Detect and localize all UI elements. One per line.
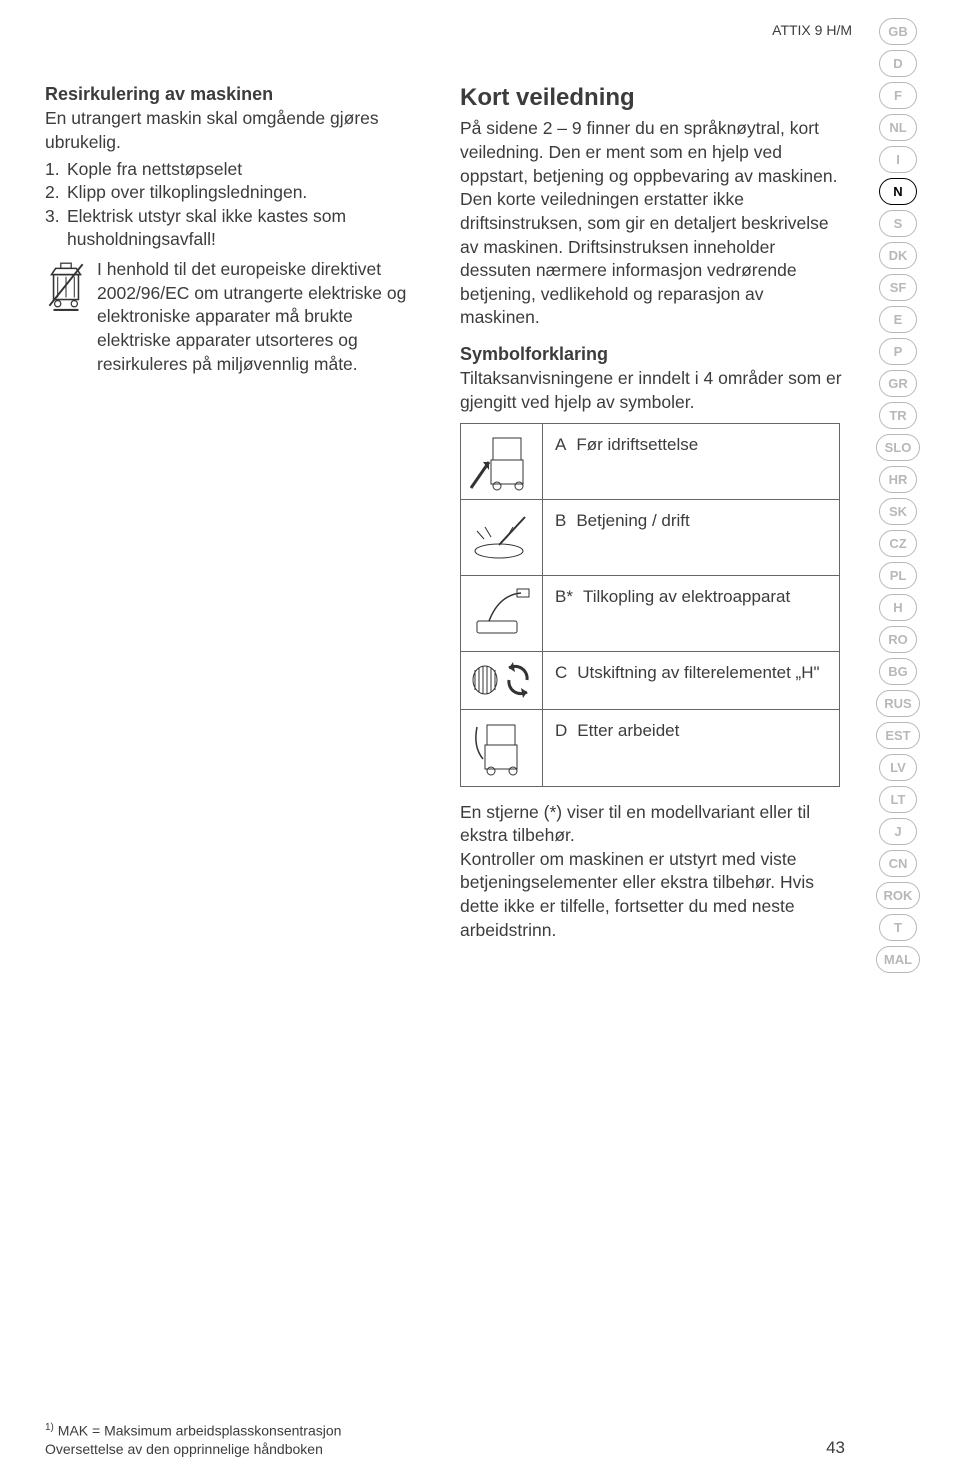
model-label: ATTIX 9 H/M: [772, 22, 852, 38]
lang-bg[interactable]: BG: [879, 658, 917, 685]
lang-t[interactable]: T: [879, 914, 917, 941]
lang-gr[interactable]: GR: [879, 370, 917, 397]
left-column: Resirkulering av maskinen En utrangert m…: [45, 82, 430, 942]
lang-i[interactable]: I: [879, 146, 917, 173]
lang-s[interactable]: S: [879, 210, 917, 237]
lang-mal[interactable]: MAL: [876, 946, 920, 973]
lang-hr[interactable]: HR: [879, 466, 917, 493]
lang-est[interactable]: EST: [876, 722, 920, 749]
table-row: C Utskiftning av filterelementet „H": [461, 652, 839, 710]
list-item: 1.Kople fra nettstøpselet: [45, 158, 430, 182]
symbol-intro: Tiltaksanvisningene er inndelt i 4 områd…: [460, 367, 845, 414]
recycle-steps: 1.Kople fra nettstøpselet 2.Klipp over t…: [45, 158, 430, 253]
lang-j[interactable]: J: [879, 818, 917, 845]
lang-lt[interactable]: LT: [879, 786, 917, 813]
lang-f[interactable]: F: [879, 82, 917, 109]
lang-cn[interactable]: CN: [879, 850, 917, 877]
lang-sk[interactable]: SK: [879, 498, 917, 525]
lang-e[interactable]: E: [879, 306, 917, 333]
symbol-text: D Etter arbeidet: [543, 710, 839, 786]
symbol-title: Symbolforklaring: [460, 342, 845, 366]
symbol-icon-c: [461, 652, 543, 709]
symbol-icon-d: [461, 710, 543, 786]
symbol-icon-b: [461, 500, 543, 575]
guide-title: Kort veiledning: [460, 82, 845, 114]
lang-tr[interactable]: TR: [879, 402, 917, 429]
table-row: B Betjening / drift: [461, 500, 839, 576]
main-content: Resirkulering av maskinen En utrangert m…: [45, 82, 845, 942]
lang-d[interactable]: D: [879, 50, 917, 77]
lang-cz[interactable]: CZ: [879, 530, 917, 557]
table-row: B* Tilkopling av elektroapparat: [461, 576, 839, 652]
recycle-title: Resirkulering av maskinen: [45, 82, 430, 106]
lang-rus[interactable]: RUS: [876, 690, 920, 717]
lang-nl[interactable]: NL: [879, 114, 917, 141]
lang-h[interactable]: H: [879, 594, 917, 621]
lang-lv[interactable]: LV: [879, 754, 917, 781]
guide-p1: På sidene 2 – 9 finner du en språknøytra…: [460, 117, 845, 188]
weee-block: I henhold til det europeiske direktivet …: [45, 258, 430, 376]
symbol-text: A Før idriftsettelse: [543, 424, 839, 499]
page-number: 43: [826, 1438, 845, 1458]
symbol-text: B Betjening / drift: [543, 500, 839, 575]
page-footer: 1) MAK = Maksimum arbeidsplasskonsentras…: [45, 1421, 845, 1458]
symbol-table: A Før idriftsettelse B Betjening: [460, 423, 840, 787]
guide-p2: Den korte veiledningen erstatter ikke dr…: [460, 188, 845, 330]
symbol-text: B* Tilkopling av elektroapparat: [543, 576, 839, 651]
list-item: 2.Klipp over tilkoplingsledningen.: [45, 181, 430, 205]
weee-icon: [45, 258, 87, 312]
footer-notes: 1) MAK = Maksimum arbeidsplasskonsentras…: [45, 1421, 341, 1458]
lang-p[interactable]: P: [879, 338, 917, 365]
weee-text: I henhold til det europeiske direktivet …: [97, 258, 430, 376]
lang-rok[interactable]: ROK: [876, 882, 920, 909]
right-column: Kort veiledning På sidene 2 – 9 finner d…: [460, 82, 845, 942]
table-row: D Etter arbeidet: [461, 710, 839, 786]
lang-gb[interactable]: GB: [879, 18, 917, 45]
lang-dk[interactable]: DK: [879, 242, 917, 269]
symbol-icon-a: [461, 424, 543, 499]
list-item: 3.Elektrisk utstyr skal ikke kastes som …: [45, 205, 430, 252]
symbol-icon-bstar: [461, 576, 543, 651]
table-row: A Før idriftsettelse: [461, 424, 839, 500]
lang-slo[interactable]: SLO: [876, 434, 920, 461]
symbol-text: C Utskiftning av filterelementet „H": [543, 652, 839, 709]
lang-sf[interactable]: SF: [879, 274, 917, 301]
after-table-text: En stjerne (*) viser til en modellvarian…: [460, 801, 845, 943]
recycle-intro: En utrangert maskin skal omgående gjøres…: [45, 107, 430, 154]
lang-ro[interactable]: RO: [879, 626, 917, 653]
language-sidebar: GB DF NL INS DK SF EP GR TR SLO HR SK CZ PL H RO BG RUS ES…: [876, 18, 920, 973]
lang-n[interactable]: N: [879, 178, 917, 205]
lang-pl[interactable]: PL: [879, 562, 917, 589]
